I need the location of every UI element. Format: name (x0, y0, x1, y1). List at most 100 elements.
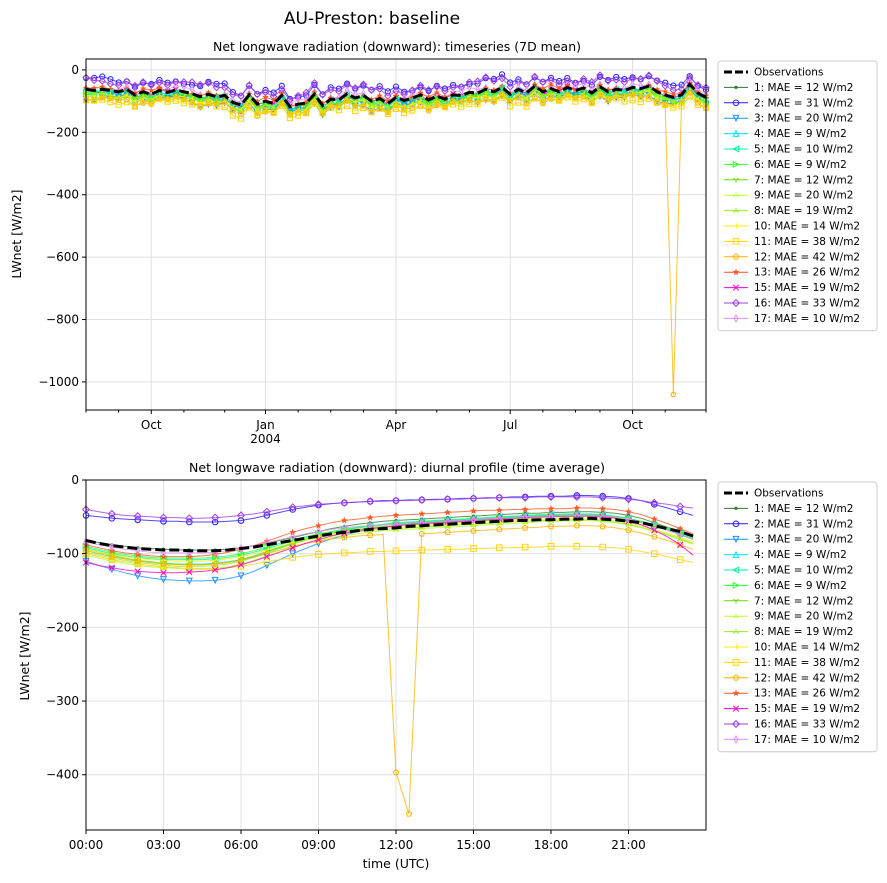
legend-entry: 7: MAE = 12 W/m2 (724, 595, 853, 607)
data-point (343, 81, 351, 89)
data-point (286, 114, 294, 122)
data-point (612, 76, 621, 84)
data-point (290, 532, 296, 542)
data-point (213, 103, 220, 110)
legend-label: 4: MAE = 9 W/m2 (754, 549, 847, 561)
legend-label: 10: MAE = 14 W/m2 (754, 221, 860, 233)
legend-box (717, 60, 878, 332)
data-point (319, 110, 326, 117)
legend-label: 1: MAE = 12 W/m2 (754, 82, 853, 94)
data-point (457, 83, 466, 91)
legend-entry: 10: MAE = 14 W/m2 (724, 642, 860, 654)
data-point (212, 93, 220, 101)
legend-entry: 12: MAE = 42 W/m2 (724, 672, 860, 684)
data-point (651, 501, 658, 508)
legend-label: 10: MAE = 14 W/m2 (754, 642, 860, 654)
data-point (229, 106, 236, 113)
data-point (212, 83, 221, 92)
data-point (408, 86, 417, 95)
data-point (638, 89, 643, 96)
data-point (221, 80, 228, 87)
data-point (678, 103, 685, 110)
legend-entry: 9: MAE = 20 W/m2 (724, 190, 853, 202)
data-point (450, 97, 457, 104)
data-point (340, 498, 349, 507)
legend-label: 11: MAE = 38 W/m2 (754, 657, 860, 669)
data-point (185, 577, 193, 585)
legend-label: 7: MAE = 12 W/m2 (754, 595, 853, 607)
legend-entry: 8: MAE = 19 W/m2 (724, 205, 853, 217)
data-point (289, 550, 297, 558)
data-point (134, 557, 141, 564)
data-point (278, 82, 285, 89)
y-tick-label: −400 (46, 768, 79, 782)
data-point (155, 83, 163, 91)
legend-entry: 16: MAE = 33 W/m2 (724, 298, 860, 310)
data-point (314, 500, 323, 509)
data-point (621, 98, 628, 105)
timeseries-ylabel: LWnet [W/m2] (9, 189, 24, 278)
data-point (366, 548, 374, 555)
legend-marker (732, 129, 740, 137)
data-point (263, 550, 271, 557)
data-point (262, 102, 269, 108)
legend-label: 2: MAE = 31 W/m2 (754, 97, 853, 109)
data-point (134, 516, 141, 524)
data-point (186, 518, 193, 526)
data-point (211, 560, 219, 567)
data-point (470, 527, 477, 534)
data-point (444, 528, 451, 536)
data-point (539, 98, 546, 106)
legend-entry: 3: MAE = 20 W/m2 (724, 534, 853, 546)
data-point (147, 86, 155, 94)
legend-label: 15: MAE = 19 W/m2 (754, 703, 860, 715)
x-tick-label: Oct (622, 418, 643, 432)
data-point (424, 86, 433, 94)
data-point (122, 77, 131, 86)
data-point (359, 80, 368, 89)
data-point (686, 89, 693, 96)
data-point (392, 105, 400, 112)
data-point (246, 97, 252, 104)
figure-title: AU-Preston: baseline (284, 9, 460, 29)
data-point (197, 103, 204, 110)
y-tick-label: −400 (46, 188, 79, 202)
y-tick-label: −300 (46, 694, 79, 708)
data-point (482, 95, 489, 102)
legend-marker (733, 222, 739, 230)
data-point (180, 78, 188, 86)
data-point (629, 97, 636, 104)
x-tick-label: Oct (141, 418, 162, 432)
legend-entry: 16: MAE = 33 W/m2 (724, 719, 860, 731)
x-tick-label: 21:00 (611, 838, 646, 852)
data-point (108, 564, 115, 571)
data-point (531, 95, 538, 102)
data-point (629, 91, 636, 97)
x-tick-label: 2004 (250, 432, 281, 446)
legend-marker (732, 253, 740, 260)
diurnal-title: Net longwave radiation (downward): diurn… (189, 460, 605, 475)
data-point (107, 76, 114, 83)
y-tick-label: −800 (46, 313, 79, 327)
legend-label: 1: MAE = 12 W/m2 (754, 503, 853, 515)
data-point (564, 91, 571, 98)
data-point (159, 576, 168, 584)
data-point (327, 104, 334, 111)
data-point (270, 89, 277, 96)
data-point (588, 100, 595, 107)
data-point (556, 96, 563, 103)
data-point (417, 495, 426, 504)
data-point (140, 93, 146, 99)
data-point (318, 90, 327, 99)
data-point (530, 72, 539, 81)
data-point (490, 98, 497, 105)
data-point (107, 95, 114, 101)
data-point (653, 77, 661, 85)
data-point (670, 82, 677, 89)
data-point (498, 74, 506, 83)
data-point (564, 94, 571, 101)
data-point (344, 96, 351, 103)
data-point (160, 569, 167, 576)
data-point (646, 88, 651, 94)
x-tick-label: 15:00 (456, 838, 491, 852)
